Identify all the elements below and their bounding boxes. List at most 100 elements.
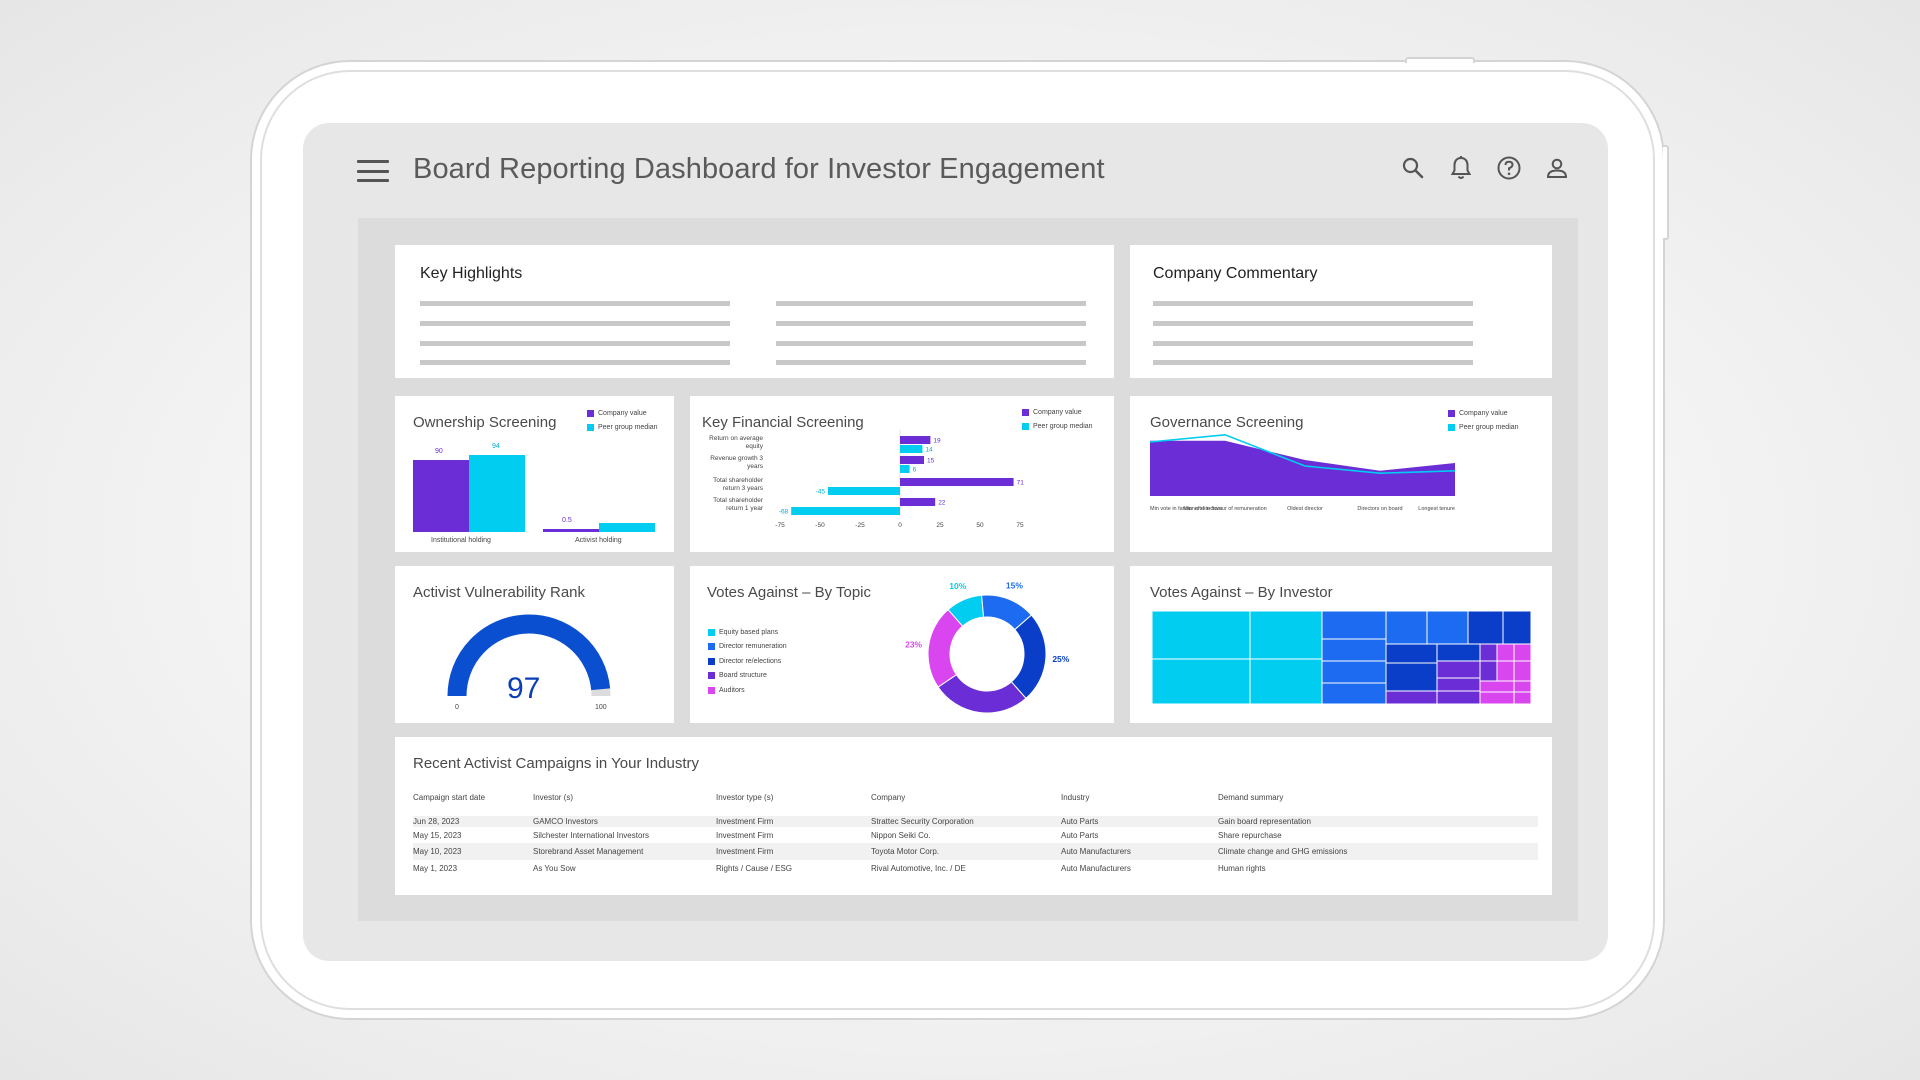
table-row[interactable]: May 1, 2023 As You Sow Rights / Cause / … — [413, 860, 1538, 877]
bell-icon[interactable] — [1448, 153, 1474, 183]
bar-value-label: 22 — [938, 500, 946, 507]
vulnerability-gauge — [447, 614, 611, 697]
key-highlights-card: Key Highlights — [395, 245, 1114, 378]
treemap-cell — [1151, 610, 1251, 660]
campaigns-table: Campaign start date Investor (s) Investo… — [413, 790, 1538, 877]
x-tick-label: -75 — [775, 522, 785, 529]
table-row[interactable]: May 10, 2023 Storebrand Asset Management… — [413, 843, 1538, 861]
bar-company-activist — [543, 529, 599, 532]
category-label: Total shareholder return 3 years — [713, 477, 764, 492]
text-placeholder-line — [420, 301, 730, 306]
search-icon[interactable] — [1400, 153, 1426, 183]
table-cell: Climate change and GHG emissions — [1218, 847, 1348, 857]
table-row[interactable]: Jun 28, 2023 GAMCO Investors Investment … — [413, 810, 1538, 827]
table-cell: Toyota Motor Corp. — [871, 847, 940, 857]
bar-peer-institutional — [469, 455, 525, 532]
text-placeholder-line — [1153, 341, 1473, 346]
bar-company — [900, 436, 931, 444]
table-cell: Human rights — [1218, 863, 1266, 873]
table-cell: Auto Parts — [1061, 816, 1099, 826]
table-cell: May 15, 2023 — [413, 830, 462, 840]
hamburger-menu-icon[interactable] — [357, 160, 389, 182]
text-placeholder-line — [1153, 360, 1473, 365]
treemap-cell — [1479, 643, 1498, 662]
x-tick-label: 50 — [976, 522, 984, 529]
dashboard-content: Key Highlights Company Commentary — [358, 218, 1578, 921]
slice-value-label: 23% — [905, 640, 922, 650]
legend-item: Equity based plans — [708, 628, 787, 636]
category-label-line: return 3 years — [723, 485, 764, 492]
text-placeholder-line — [776, 301, 1086, 306]
ownership-screening-title: Ownership Screening — [413, 414, 557, 431]
bar-peer — [900, 465, 910, 473]
table-cell: May 10, 2023 — [413, 847, 462, 857]
financial-screening-card: Key Financial Screening Company value Pe… — [690, 396, 1114, 552]
table-cell: GAMCO Investors — [533, 816, 598, 826]
category-label: Return on average equity — [709, 435, 764, 450]
votes-by-topic-title: Votes Against – By Topic — [707, 584, 871, 601]
value-label-company-institutional: 90 — [435, 448, 443, 455]
text-placeholder-line — [776, 360, 1086, 365]
x-category-label: Min vote in favour of remuneration — [1183, 506, 1266, 512]
bar-company — [900, 498, 936, 506]
legend-swatch-peer — [587, 423, 594, 431]
treemap-cell — [1321, 682, 1387, 705]
x-tick-label: -50 — [815, 522, 825, 529]
table-cell: May 1, 2023 — [413, 863, 458, 873]
legend-company-value: Company value — [1033, 408, 1082, 416]
treemap-cell — [1436, 643, 1481, 662]
bar-peer-activist — [599, 523, 655, 532]
legend-label: Auditors — [719, 686, 745, 694]
column-header: Investor type (s) — [716, 792, 774, 802]
table-cell: Investment Firm — [716, 847, 774, 857]
treemap-cell — [1426, 610, 1469, 645]
user-icon[interactable] — [1544, 153, 1570, 183]
table-cell: Investment Firm — [716, 816, 774, 826]
legend-label: Equity based plans — [719, 628, 779, 636]
bar-value-label: -68 — [779, 509, 789, 516]
bar-peer — [828, 487, 900, 495]
legend-swatch — [708, 686, 715, 694]
treemap-cell — [1385, 662, 1438, 692]
legend-swatch — [708, 672, 715, 679]
campaigns-card: Recent Activist Campaigns in Your Indust… — [395, 737, 1552, 895]
table-cell: Gain board representation — [1218, 816, 1311, 826]
votes-by-investor-card: Votes Against – By Investor — [1130, 566, 1552, 723]
app-screen: Board Reporting Dashboard for Investor E… — [303, 123, 1608, 961]
votes-by-investor-title: Votes Against – By Investor — [1150, 584, 1333, 601]
legend-item: Board structure — [708, 672, 787, 680]
help-icon[interactable] — [1496, 153, 1522, 183]
legend-item: Auditors — [708, 686, 787, 694]
gauge-min-label: 0 — [455, 704, 459, 711]
column-header: Campaign start date — [413, 792, 486, 802]
treemap-cell — [1496, 643, 1515, 662]
treemap-cell — [1321, 638, 1387, 662]
legend-peer-median: Peer group median — [598, 423, 658, 431]
category-label-line: Total shareholder — [713, 477, 764, 484]
treemap-cell — [1513, 691, 1532, 705]
treemap-cell — [1513, 660, 1532, 682]
x-category-label: Min vote in favour of directors — [1150, 506, 1222, 512]
legend-swatch-company — [1448, 409, 1455, 417]
legend-company-value: Company value — [1459, 409, 1508, 417]
text-placeholder-line — [420, 341, 730, 346]
table-row[interactable]: May 15, 2023 Silchester International In… — [413, 827, 1538, 844]
slice-value-label: 27% — [969, 722, 986, 723]
bar-value-label: 6 — [913, 467, 917, 474]
treemap-cell — [1436, 677, 1481, 692]
legend-peer-median: Peer group median — [1033, 422, 1093, 430]
legend-swatch-company — [587, 409, 594, 417]
treemap-cell — [1436, 660, 1481, 679]
table-cell: Silchester International Investors — [533, 830, 650, 840]
table-cell: Investment Firm — [716, 830, 774, 840]
legend-label: Director re/elections — [719, 657, 782, 665]
gauge-fill — [447, 614, 611, 697]
donut-slice — [927, 608, 964, 688]
legend-swatch-company — [1022, 408, 1029, 416]
treemap-cell — [1385, 610, 1428, 645]
treemap-cell — [1321, 660, 1387, 684]
x-category-label: Longest tenure — [1418, 506, 1455, 512]
column-header: Investor (s) — [533, 792, 574, 802]
